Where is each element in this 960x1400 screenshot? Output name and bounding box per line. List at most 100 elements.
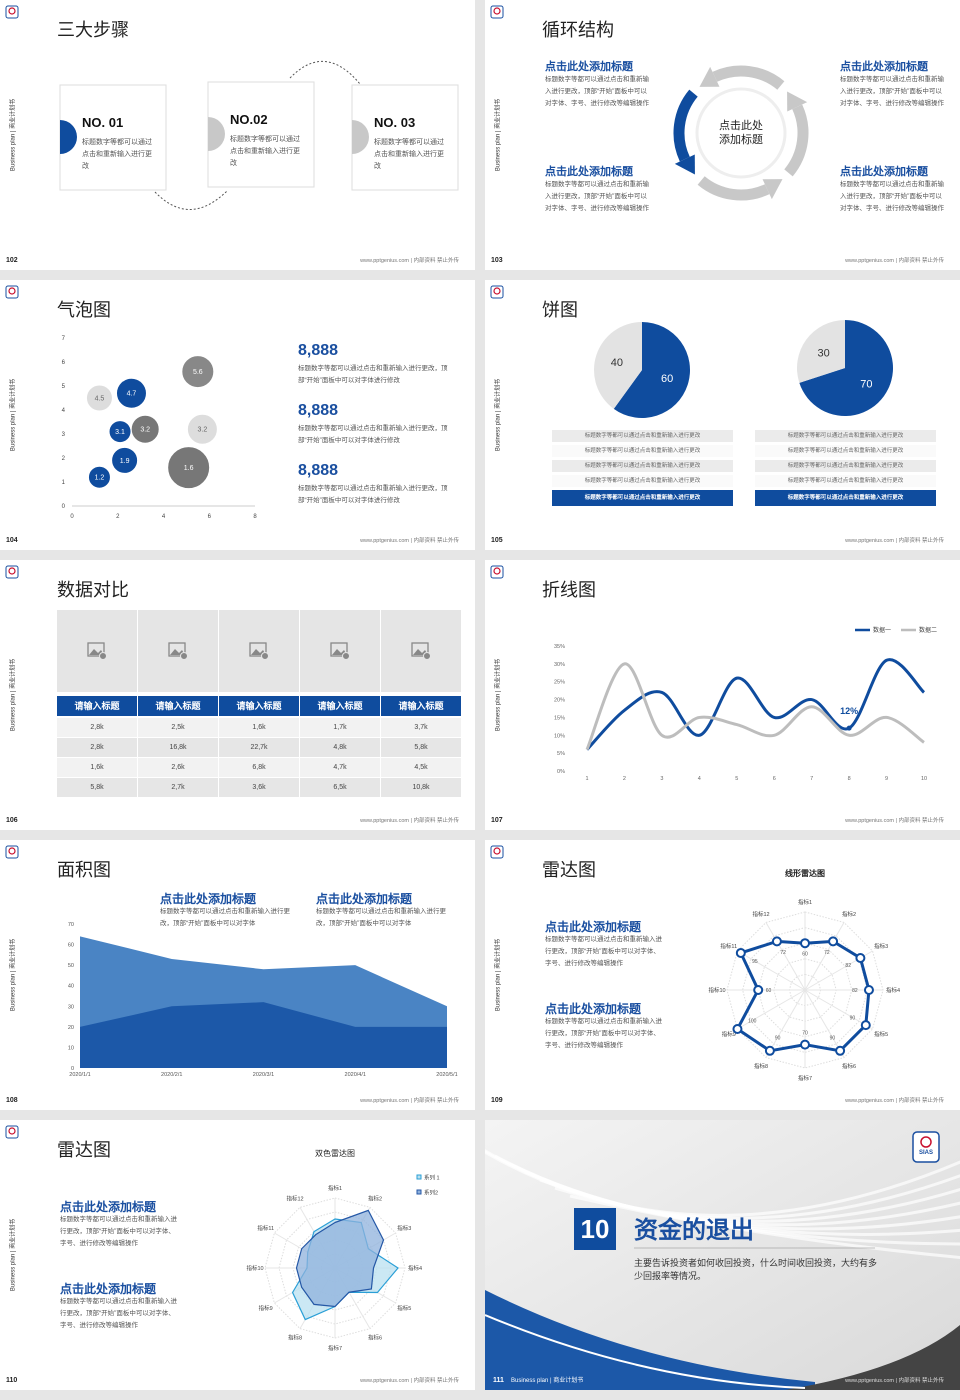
x-tick-label: 4 bbox=[698, 776, 701, 782]
chart-title: 双色雷达图 bbox=[315, 1148, 355, 1158]
block-text: 标题数字等都可以通过点击和重新输入进行更改，顶部“开始”面板中可以对字体、字号、… bbox=[545, 936, 662, 967]
annotation-point bbox=[846, 725, 852, 731]
slide: 线形雷达图 指标1 指标2 指标3 指标4 指标5 指标6 指标7 指标8 指标9 指标10 指标11… bbox=[485, 840, 960, 1110]
radar-point bbox=[863, 985, 874, 995]
side-text: Business plan | 商业计划书 bbox=[10, 378, 17, 452]
bubble bbox=[115, 377, 147, 409]
y-tick-label: 5% bbox=[557, 751, 565, 757]
logo-mark bbox=[493, 287, 501, 295]
axis-label: 指标1 bbox=[328, 1184, 342, 1192]
cell-text: 3,7k bbox=[414, 724, 428, 731]
axis-label: 指标1 bbox=[798, 898, 812, 906]
connector bbox=[289, 61, 361, 85]
cell-text: 6,5k bbox=[333, 784, 347, 791]
cell-text: 2,8k bbox=[90, 744, 104, 751]
image-icon bbox=[342, 652, 350, 660]
cell bbox=[138, 758, 218, 777]
logo bbox=[5, 1125, 19, 1139]
legend-label: 系列 1 bbox=[424, 1174, 440, 1182]
center-text: 点击此处添加标题 bbox=[719, 120, 763, 146]
axis-label: 指标11 bbox=[257, 1224, 274, 1232]
step-text: 标题数字等都可以通过点击和重新输入进行更改 bbox=[230, 136, 300, 167]
stat-value: 8,888 bbox=[298, 342, 339, 359]
y-tick-label: 30 bbox=[68, 1004, 74, 1010]
slide-graphics bbox=[5, 5, 459, 210]
cycle-arrow bbox=[784, 104, 809, 177]
block-title: 点击此处添加标题 bbox=[60, 1282, 157, 1296]
cell-text: 4,5k bbox=[414, 764, 428, 771]
list-row-bg bbox=[755, 430, 936, 442]
y-tick-label: 10% bbox=[554, 733, 565, 739]
radar-point bbox=[835, 1045, 846, 1056]
cell-text: 5,8k bbox=[414, 744, 428, 751]
logo bbox=[5, 565, 19, 579]
slide: 循环结构 Business plan | 商业计划书 103 www.pptgeniu… bbox=[485, 0, 960, 270]
value-label: 90 bbox=[830, 1035, 836, 1041]
pie-slice bbox=[613, 322, 690, 418]
list-row: 标题数字等都可以通过点击和重新输入进行更改 bbox=[787, 448, 904, 454]
slide-graphics bbox=[485, 1120, 960, 1390]
footer-url: www.pptgenius.com | 内部资料 禁止外传 bbox=[360, 538, 459, 544]
block-title: 点击此处添加标题 bbox=[545, 166, 633, 178]
value-label: 100 bbox=[748, 1018, 757, 1024]
x-tick-label: 8 bbox=[253, 514, 257, 520]
cell bbox=[381, 778, 461, 797]
cell bbox=[300, 758, 380, 777]
list-row: 标题数字等都可以通过点击和重新输入进行更改 bbox=[787, 433, 904, 439]
axis-label: 指标3 bbox=[874, 942, 888, 950]
radar-spoke bbox=[765, 989, 806, 1058]
slide: 0 1 2 3 4 5 6 7 0 2 4 6 8 1.2 1.9 4.5 3.2 3.1 4.7 5.6 3.2 1.6… bbox=[0, 280, 475, 550]
cell bbox=[57, 778, 137, 797]
slide-graphics bbox=[5, 565, 461, 797]
section-text: 主要告诉投资者如何收回投资，什么时间收回投资，大约有多少回报率等情况。 bbox=[634, 1258, 878, 1281]
y-tick-label: 2 bbox=[62, 456, 66, 462]
header-text: 请输入标题 bbox=[74, 701, 120, 711]
cell bbox=[300, 718, 380, 737]
value-label: 70 bbox=[802, 1031, 808, 1037]
cell bbox=[300, 738, 380, 757]
radar-spoke bbox=[804, 989, 873, 1030]
value-label: 60 bbox=[766, 988, 772, 994]
logo bbox=[5, 285, 19, 299]
line-series bbox=[585, 658, 926, 751]
y-tick-label: 50 bbox=[68, 963, 74, 969]
side-text: Business plan | 商业计划书 bbox=[10, 1218, 17, 1292]
list-row: 标题数字等都可以通过点击和重新输入进行更改 bbox=[584, 463, 701, 469]
y-tick-label: 25% bbox=[554, 680, 565, 686]
card bbox=[351, 84, 459, 191]
cell bbox=[138, 718, 218, 737]
value-label: 72 bbox=[824, 950, 830, 956]
y-tick-label: 0 bbox=[71, 1066, 74, 1072]
y-tick-label: 10 bbox=[68, 1045, 74, 1051]
header-cell bbox=[138, 696, 218, 716]
side-text: Business plan | 商业计划书 bbox=[10, 938, 17, 1012]
list-row: 标题数字等都可以通过点击和重新输入进行更改 bbox=[787, 495, 904, 501]
footer-url: www.pptgenius.com | 内部资料 禁止外传 bbox=[360, 1378, 459, 1384]
axis-label: 指标4 bbox=[886, 986, 900, 994]
side-text: Business plan | 商业计划书 bbox=[10, 98, 17, 172]
cell-text: 1,7k bbox=[333, 724, 347, 731]
slide-title: 循环结构 bbox=[542, 20, 614, 40]
axis-label: 指标3 bbox=[397, 1224, 411, 1232]
image-placeholder bbox=[138, 610, 218, 692]
y-tick-label: 20 bbox=[68, 1025, 74, 1031]
bubble-label: 5.6 bbox=[193, 369, 203, 376]
half-circle bbox=[352, 120, 369, 154]
image-icon bbox=[411, 642, 429, 657]
cell bbox=[219, 778, 299, 797]
block-title: 点击此处添加标题 bbox=[840, 166, 928, 178]
chart-title: 线形雷达图 bbox=[785, 868, 825, 878]
header-text: 请输入标题 bbox=[236, 701, 282, 711]
cell bbox=[381, 758, 461, 777]
cycle-arrow bbox=[673, 89, 698, 162]
y-tick-label: 30% bbox=[554, 662, 565, 668]
list-row-bg bbox=[755, 475, 936, 487]
value-label: 82 bbox=[845, 963, 851, 969]
legend-label: 数据一 bbox=[873, 626, 891, 634]
list-row-bg bbox=[552, 430, 733, 442]
slide: 0% 5% 10% 15% 20% 25% 30% 35% 1 2 3 4 5 6 7 8 9 10 数据一 数据二 1… bbox=[485, 560, 960, 830]
image-icon bbox=[87, 642, 105, 657]
list-row-bg bbox=[552, 445, 733, 457]
x-tick-label: 2020/2/1 bbox=[161, 1072, 182, 1078]
stat-text: 标题数字等都可以通过点击和重新输入进行更改，顶部“开始”面板中可以对字体进行修改 bbox=[298, 425, 448, 444]
